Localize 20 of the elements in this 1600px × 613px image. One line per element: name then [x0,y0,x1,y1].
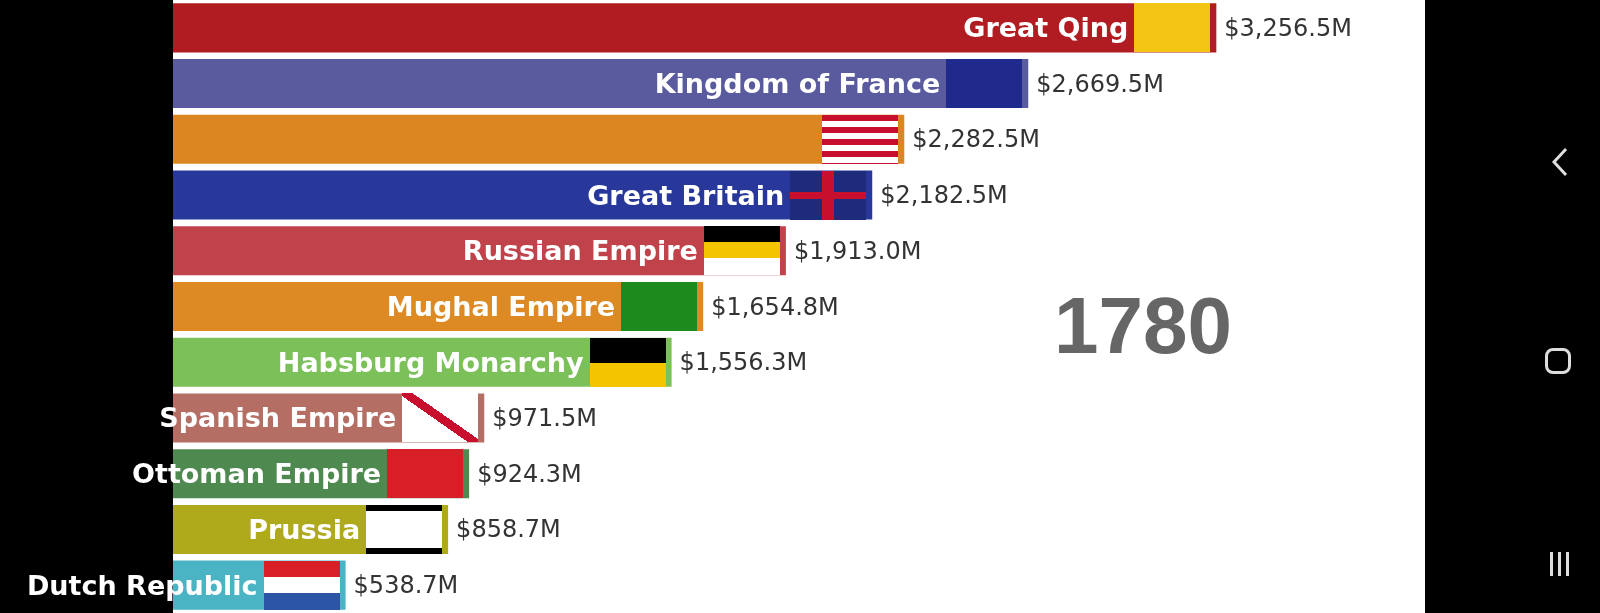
y-tick-label: Kingdom of France [654,68,941,100]
data-label: $1,913.0M [793,236,922,265]
data-label: $1,654.8M [711,292,839,321]
y-tick-label: Habsburg Monarchy [277,346,585,378]
data-label: $2,669.5M [1036,69,1164,98]
y-tick-label: Great Britain [587,179,785,211]
data-label: $538.7M [353,571,459,600]
data-label: $1,556.3M [679,348,808,377]
y-tick-label: Great Qing [963,12,1129,44]
y-tick-label: Mughal Empire [386,291,616,322]
data-label: $924.3M [477,459,582,488]
annotation: 1780 [1054,280,1232,370]
data-label: $2,182.5M [880,181,1008,210]
y-tick-label: Russian Empire [462,235,698,267]
bar [173,3,1217,53]
y-tick-label: Prussia [248,513,361,545]
data-label: $2,282.5M [912,125,1040,154]
data-label: $858.7M [456,515,561,544]
data-label: $971.5M [492,403,597,432]
data-label: $3,256.5M [1224,13,1352,42]
